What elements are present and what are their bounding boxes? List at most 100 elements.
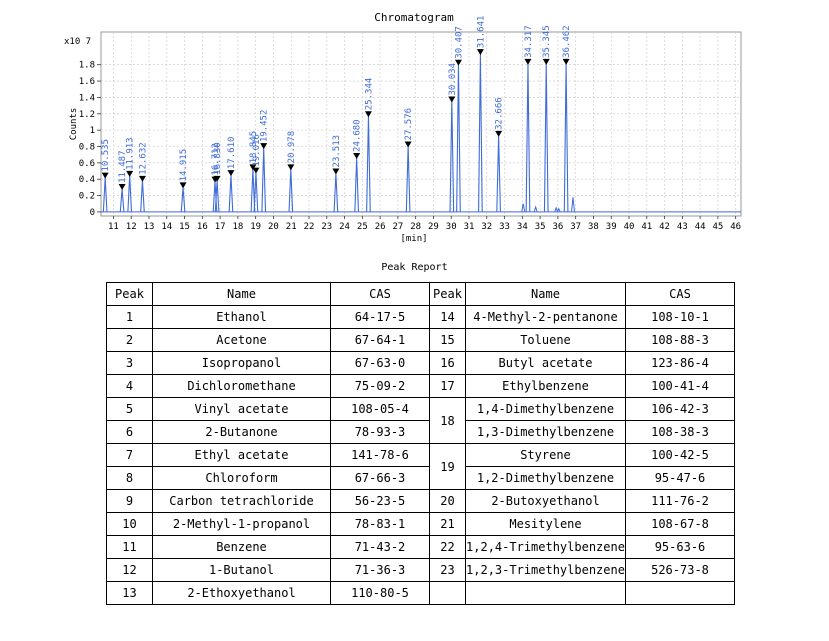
peak-number-cell: 8 (106, 466, 153, 490)
x-tick-label: 25 (357, 222, 368, 232)
compound-name-cell: Carbon tetrachloride (152, 489, 331, 513)
y-tick-label: 0 (90, 208, 95, 218)
peak-4 (140, 180, 145, 212)
cas-number-cell: 106-42-3 (625, 397, 735, 421)
peak-22 (543, 63, 549, 212)
cas-number-cell: 100-41-4 (625, 374, 735, 398)
peak-marker (562, 58, 570, 65)
header-name-left: Name (152, 282, 331, 306)
table-row: 12 1-Butanol 71-36-3 23 1,2,3-Trimethylbenze… (106, 558, 735, 582)
peak-number-cell: 4 (106, 374, 153, 398)
cas-number-cell: 78-93-3 (330, 420, 430, 444)
peak-number-cell: 9 (106, 489, 153, 513)
peak-number-cell: 23 (429, 558, 466, 582)
peak-label: 12.632 (138, 142, 148, 175)
cas-number-cell: 67-66-3 (330, 466, 430, 490)
peak-number-cell: 7 (106, 443, 153, 467)
minor-peak (521, 203, 526, 213)
cas-number-cell: 108-10-1 (625, 305, 735, 329)
peak-number-cell: 13 (106, 581, 153, 605)
peak-number-cell: 6 (106, 420, 153, 444)
compound-name-cell: 1,2-Dimethylbenzene (465, 466, 626, 490)
peak-21 (525, 63, 531, 212)
cas-number-cell: 526-73-8 (625, 558, 735, 582)
peak-23 (563, 63, 569, 212)
plot-frame (100, 31, 742, 217)
cas-number-cell: 71-43-2 (330, 535, 430, 559)
cas-number-cell: 95-47-6 (625, 466, 735, 490)
x-axis-label: [min] (400, 234, 427, 244)
compound-name-cell: Butyl acetate (465, 351, 626, 375)
y-tick-label: 0.4 (79, 175, 95, 185)
x-tick-label: 35 (535, 222, 546, 232)
peak-label: 11.487 (118, 150, 128, 183)
x-tick-label: 28 (410, 222, 421, 232)
x-tick-label: 41 (641, 222, 652, 232)
y-tick-label: 0.2 (79, 192, 95, 202)
x-tick-label: 33 (499, 222, 510, 232)
compound-name-cell: 4-Methyl-2-pentanone (465, 305, 626, 329)
table-row: 13 2-Ethoxyethanol 110-80-5 (106, 581, 735, 605)
peak-label: 35.345 (542, 25, 552, 58)
cas-number-cell: 100-42-5 (625, 443, 735, 467)
peak-12 (288, 169, 294, 212)
peak-label: 19.452 (260, 110, 270, 143)
header-name-right: Name (465, 282, 626, 306)
peak-number-cell: 20 (429, 489, 466, 513)
peak-marker (213, 175, 221, 182)
cas-number-cell: 110-80-5 (330, 581, 430, 605)
peak-label: 24.680 (353, 119, 363, 152)
peak-marker (353, 152, 361, 159)
table-row: 9 Carbon tetrachloride 56-23-5 20 2-Butoxyet… (106, 489, 735, 513)
peak-marker (476, 49, 484, 56)
x-tick-label: 11 (108, 222, 119, 232)
compound-name-cell: Ethanol (152, 305, 331, 329)
x-tick-label: 13 (144, 222, 155, 232)
y-tick-label: 1.4 (79, 93, 95, 103)
peak-marker (364, 111, 372, 118)
peak-label: 25.344 (364, 78, 374, 111)
compound-name-cell (465, 581, 626, 605)
cas-number-cell: 56-23-5 (330, 489, 430, 513)
peak-marker (404, 141, 412, 148)
peak-marker (126, 170, 134, 177)
x-tick-label: 42 (659, 222, 670, 232)
compound-name-cell: Chloroform (152, 466, 331, 490)
x-tick-label: 12 (126, 222, 137, 232)
cas-number-cell: 67-64-1 (330, 328, 430, 352)
x-tick-label: 15 (179, 222, 190, 232)
peak-number-cell: 2 (106, 328, 153, 352)
peak-label: 32.666 (495, 97, 505, 130)
peak-marker (495, 130, 503, 137)
x-tick-label: 45 (712, 222, 723, 232)
x-tick-label: 37 (570, 222, 581, 232)
peak-report-table: Peak Name CAS Peak Name CAS 1 Ethanol 64-1… (106, 282, 735, 605)
peak-20 (496, 135, 501, 212)
compound-name-cell: 1,3-Dimethylbenzene (465, 420, 626, 444)
chromatogram-chart: Chromatogram 0 0.2 0.4 0.6 0.8 1 1.2 1.4 1.6 1.8 11… (0, 0, 829, 255)
table-row: 11 Benzene 71-43-2 22 1,2,4-Trimethylbenzene… (106, 535, 735, 559)
peak-label: 34.317 (524, 25, 534, 58)
minor-peak (571, 197, 575, 212)
chart-title: Chromatogram (374, 11, 454, 24)
x-tick-label: 26 (375, 222, 386, 232)
peak-2 (119, 188, 125, 212)
cas-number-cell: 78-83-1 (330, 512, 430, 536)
y-tick-label: 1 (90, 126, 95, 136)
x-tick-label: 21 (286, 222, 297, 232)
table-row: 10 2-Methyl-1-propanol 78-83-1 21 Mesitylene… (106, 512, 735, 536)
peak-marker (138, 175, 146, 182)
peak-11 (261, 148, 267, 212)
peak-label: 14.915 (179, 149, 189, 182)
peak-number-cell: 22 (429, 535, 466, 559)
peak-number-cell: 10 (106, 512, 153, 536)
peak-marker (260, 143, 268, 150)
compound-name-cell: 2-Butoxyethanol (465, 489, 626, 513)
cas-number-cell: 111-76-2 (625, 489, 735, 513)
compound-name-cell: 2-Ethoxyethanol (152, 581, 331, 605)
x-tick-label: 43 (677, 222, 688, 232)
y-tick-label: 1.2 (79, 110, 95, 120)
peak-number-cell: 14 (429, 305, 466, 329)
peak-label: 10.535 (101, 139, 111, 172)
y-axis-label: Counts (69, 108, 79, 141)
